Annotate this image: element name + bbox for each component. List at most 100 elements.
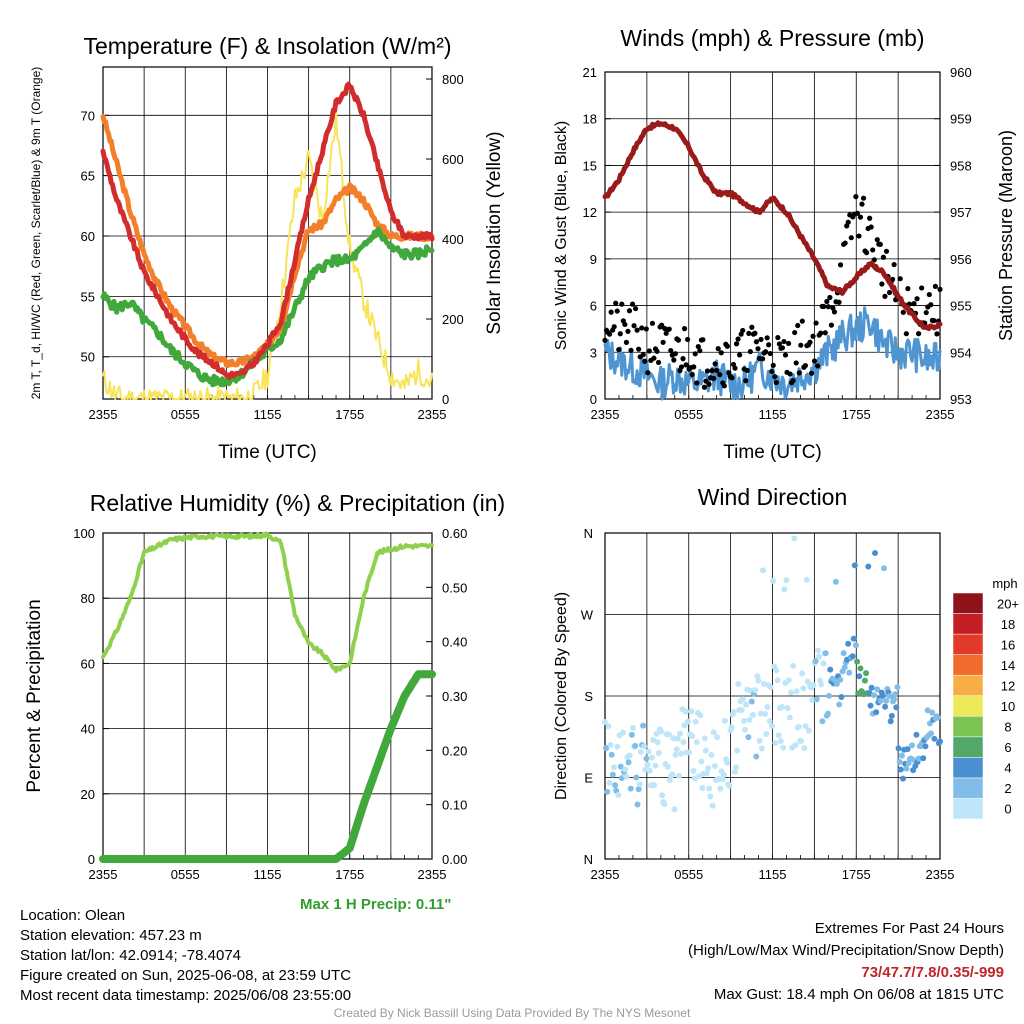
- direction-point: [674, 735, 681, 742]
- direction-point: [775, 732, 782, 739]
- direction-point: [795, 723, 802, 730]
- direction-point: [887, 718, 894, 725]
- gust-point: [822, 330, 828, 336]
- direction-point: [721, 717, 728, 724]
- gust-point: [701, 384, 708, 390]
- direction-point: [904, 746, 911, 753]
- x-tick-label: 1755: [842, 867, 871, 882]
- x-tick-label: 2355: [591, 867, 620, 882]
- gust-point: [905, 285, 911, 292]
- direction-point: [701, 735, 708, 742]
- gust-point: [718, 350, 724, 356]
- gust-point: [802, 363, 808, 369]
- direction-point: [635, 786, 642, 793]
- credit-line: Created By Nick Bassill Using Data Provi…: [333, 1006, 691, 1020]
- gust-point: [628, 347, 634, 354]
- direction-point: [774, 677, 781, 684]
- x-tick-label: 0555: [171, 867, 200, 882]
- gust-point: [825, 304, 831, 310]
- direction-point: [740, 717, 747, 724]
- gust-point: [807, 339, 813, 345]
- direction-point: [784, 705, 791, 712]
- direction-point: [931, 735, 938, 742]
- y-axis-label: 2m T, T_d, HI/WC (Red, Green, Scarlet/Bl…: [29, 67, 43, 400]
- y-tick-label: 20: [81, 787, 95, 802]
- pressure-line: [602, 120, 943, 332]
- direction-point: [903, 765, 910, 772]
- gust-point: [914, 296, 920, 302]
- direction-point: [852, 642, 859, 649]
- direction-point: [617, 763, 624, 770]
- direction-point: [749, 711, 756, 718]
- y-tick-label: 50: [81, 350, 95, 365]
- gust-point: [743, 378, 749, 384]
- gust-point: [763, 349, 769, 355]
- humidity-chart: 2355 0555 1155 1755 23550204060801000.000.10…: [24, 490, 505, 882]
- direction-point: [891, 696, 898, 703]
- x-tick-label: 1155: [254, 867, 282, 882]
- y-tick-label: E: [584, 771, 593, 786]
- gust-point: [729, 375, 735, 381]
- direction-point: [693, 739, 700, 746]
- extremes-heading: Extremes For Past 24 Hours: [814, 920, 1004, 937]
- gust-point: [937, 286, 943, 292]
- gust-point: [845, 219, 851, 225]
- direction-point: [766, 718, 773, 725]
- direction-point: [833, 680, 840, 687]
- direction-point: [781, 586, 788, 593]
- gust-point: [700, 337, 706, 343]
- direction-point: [625, 759, 632, 766]
- gust-point: [697, 348, 703, 354]
- direction-point: [650, 737, 657, 744]
- direction-point: [633, 774, 640, 781]
- gust-point: [640, 352, 646, 358]
- direction-point: [691, 775, 698, 782]
- gust-point: [683, 362, 689, 368]
- direction-point: [637, 749, 644, 756]
- gust-point: [724, 343, 730, 349]
- direction-point: [706, 785, 713, 792]
- direction-point: [893, 704, 900, 711]
- direction-point: [680, 739, 687, 746]
- gust-point: [842, 240, 848, 246]
- direction-point: [646, 767, 653, 774]
- direction-point: [628, 731, 635, 738]
- direction-point: [758, 745, 765, 752]
- gust-point: [732, 365, 738, 371]
- direction-point: [793, 688, 800, 695]
- direction-point: [792, 742, 799, 749]
- gust-point: [808, 370, 815, 376]
- y2-tick-label: 800: [442, 72, 464, 87]
- direction-point: [615, 791, 622, 798]
- direction-point: [634, 801, 641, 808]
- direction-point: [612, 782, 619, 789]
- gust-point: [658, 322, 665, 328]
- gust-point: [900, 309, 906, 315]
- gust-point: [782, 352, 789, 358]
- direction-point: [786, 714, 793, 721]
- direction-point: [735, 680, 742, 687]
- gust-point: [795, 322, 801, 329]
- gust-point: [671, 357, 677, 363]
- direction-point: [850, 635, 857, 642]
- direction-point: [861, 677, 868, 684]
- gust-point: [775, 334, 781, 341]
- gust-point: [606, 331, 613, 337]
- gust-point: [706, 381, 712, 387]
- y-tick-label: N: [584, 852, 593, 867]
- direction-point: [863, 670, 870, 677]
- direction-point: [717, 785, 724, 792]
- direction-point: [882, 703, 889, 710]
- y-tick-label: 12: [583, 205, 597, 220]
- direction-point: [767, 684, 774, 691]
- gust-point: [631, 323, 637, 329]
- colorbar-swatch: [952, 798, 984, 820]
- y-tick-label: 0: [88, 852, 95, 867]
- y2-tick-label: 0.60: [442, 526, 467, 541]
- gust-point: [726, 370, 732, 376]
- direction-point: [728, 724, 735, 731]
- gust-point: [759, 356, 766, 362]
- direction-point: [678, 750, 685, 757]
- direction-point: [636, 781, 643, 788]
